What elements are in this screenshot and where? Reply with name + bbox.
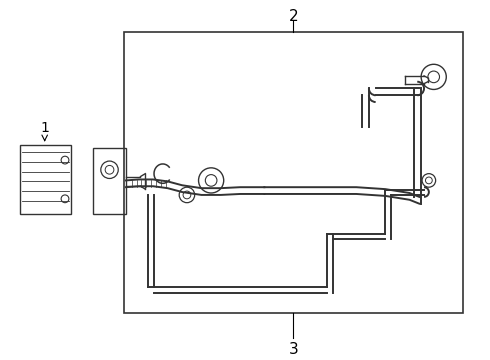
Text: 3: 3 (289, 342, 298, 357)
Bar (124, 32, 463, 313)
Text: 1: 1 (40, 121, 49, 135)
Bar (93, 148, 126, 214)
Bar (21, 145, 71, 214)
Text: 2: 2 (289, 9, 298, 24)
